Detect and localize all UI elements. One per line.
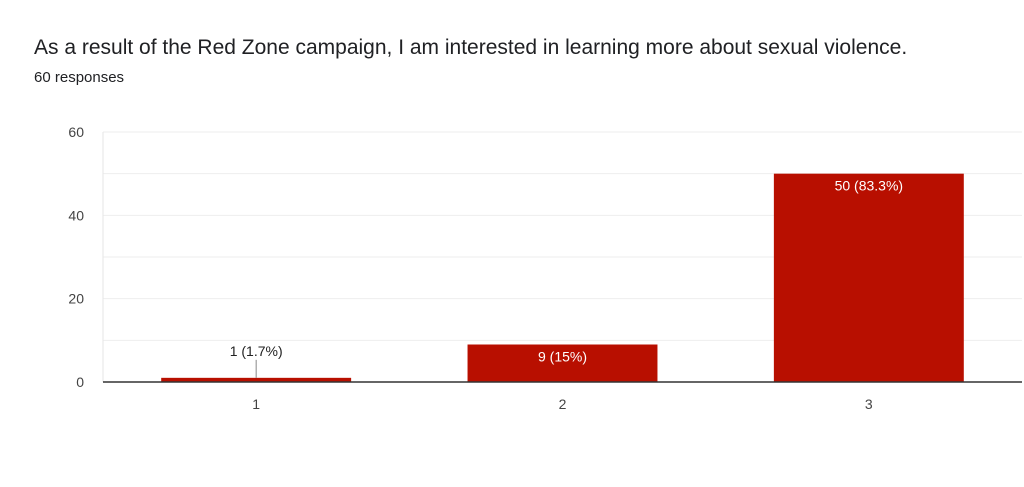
x-tick-label: 2 — [559, 396, 567, 412]
y-tick-label: 0 — [76, 374, 84, 390]
data-label: 50 (83.3%) — [835, 178, 903, 194]
chart-title: As a result of the Red Zone campaign, I … — [34, 36, 908, 59]
x-tick-label: 3 — [865, 396, 873, 412]
bar-3 — [773, 173, 964, 382]
data-label: 1 (1.7%) — [230, 343, 283, 359]
bar-1 — [161, 377, 352, 382]
response-count: 60 responses — [34, 69, 125, 86]
y-tick-label: 20 — [68, 291, 84, 307]
y-tick-label: 60 — [68, 124, 84, 140]
x-tick-label: 1 — [252, 396, 260, 412]
data-label: 9 (15%) — [538, 349, 587, 365]
bar-2 — [467, 344, 658, 382]
y-tick-label: 40 — [68, 207, 84, 223]
